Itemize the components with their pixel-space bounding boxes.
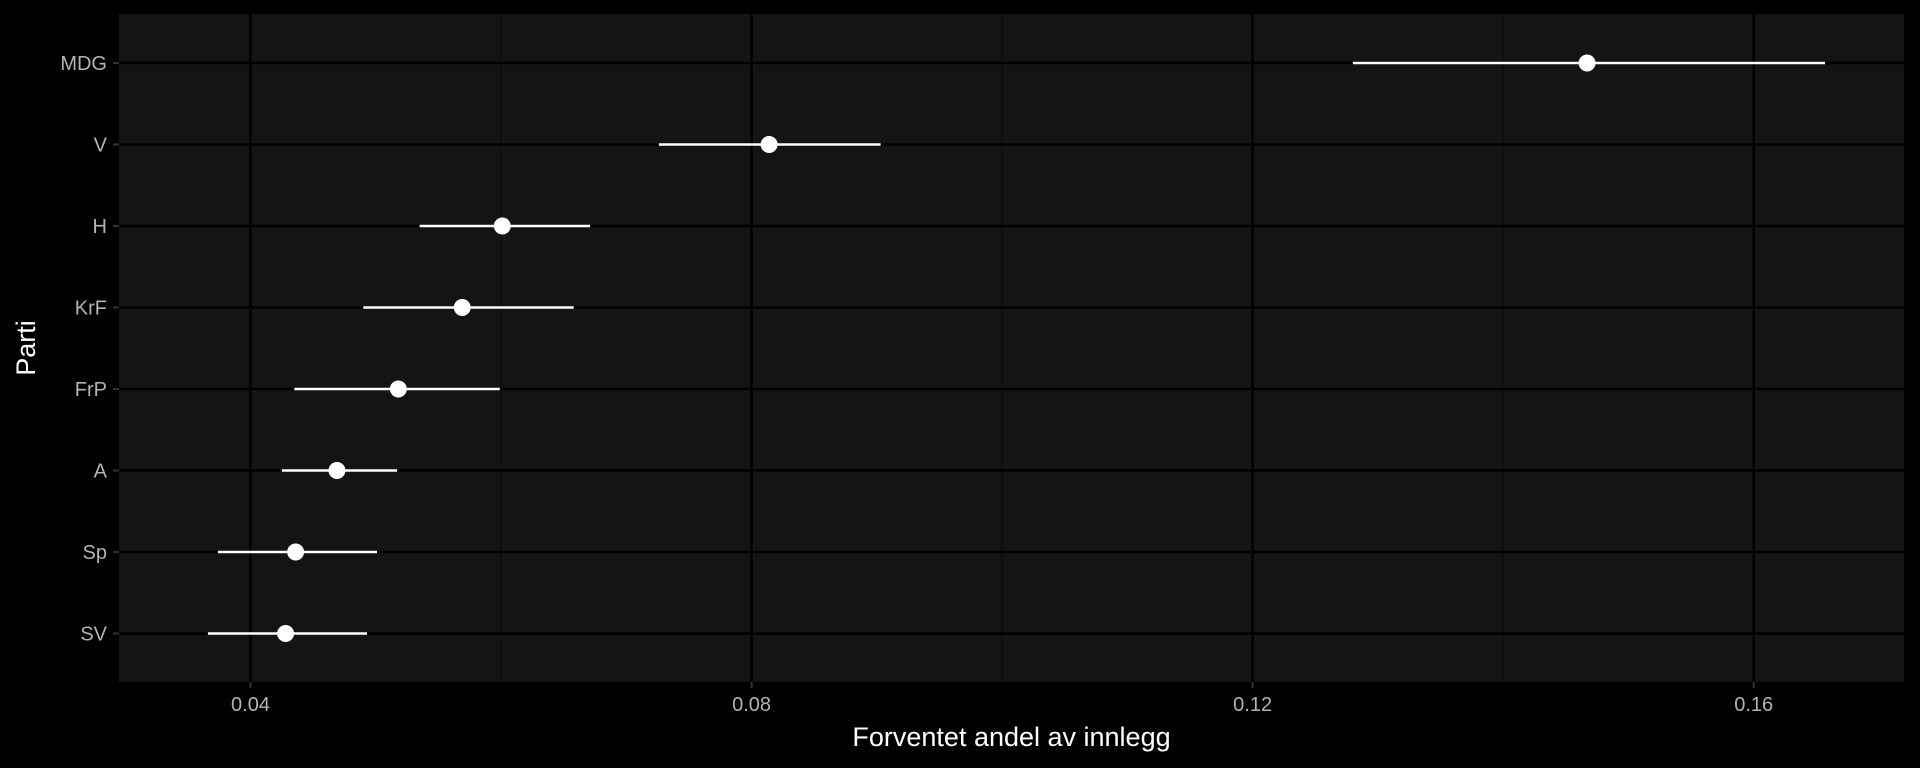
data-point bbox=[453, 299, 471, 316]
y-tick-label: KrF bbox=[75, 298, 107, 320]
gridlines bbox=[119, 14, 1904, 682]
y-axis-title: Parti bbox=[11, 320, 41, 376]
data-point bbox=[328, 462, 346, 479]
data-point bbox=[493, 217, 511, 235]
x-axis: 0.04 0.08 0.12 0.16 bbox=[231, 682, 1773, 716]
x-tick-label: 0.04 bbox=[231, 694, 270, 716]
y-tick-label: H bbox=[93, 216, 107, 238]
y-tick-label: A bbox=[94, 461, 108, 483]
x-tick-label: 0.12 bbox=[1233, 694, 1272, 716]
data-point bbox=[287, 543, 305, 561]
data-point bbox=[1578, 54, 1596, 72]
y-tick-label: Sp bbox=[83, 542, 107, 564]
data-point bbox=[389, 380, 407, 398]
data-point bbox=[277, 625, 295, 642]
y-tick-label: MDG bbox=[60, 53, 107, 75]
x-tick-label: 0.16 bbox=[1734, 694, 1773, 716]
x-axis-title: Forventet andel av innlegg bbox=[852, 722, 1170, 752]
y-tick-label: SV bbox=[80, 624, 107, 646]
y-tick-label: FrP bbox=[75, 379, 107, 401]
data-marks bbox=[207, 54, 1826, 642]
x-tick-label: 0.08 bbox=[732, 694, 771, 716]
y-tick-label: V bbox=[94, 135, 108, 157]
plot-panel bbox=[119, 14, 1904, 682]
data-point bbox=[760, 136, 778, 153]
y-axis: MDG V H KrF FrP A Sp SV bbox=[60, 53, 119, 646]
